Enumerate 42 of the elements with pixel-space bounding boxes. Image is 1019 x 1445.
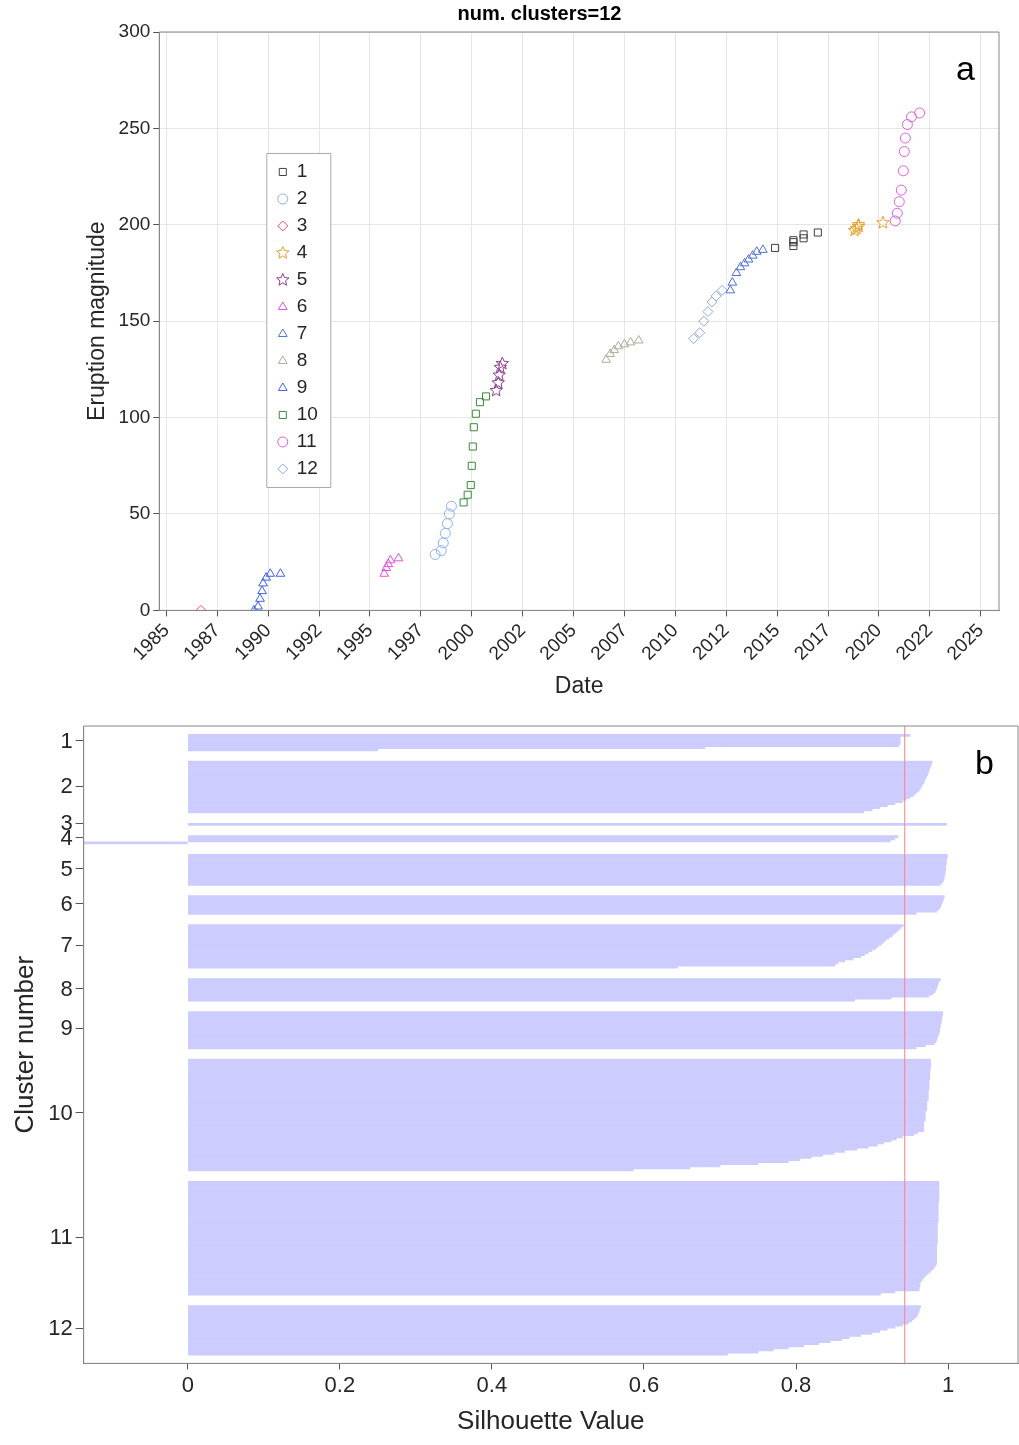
y-tick-label: 9 <box>60 1015 73 1041</box>
x-axis-title: Silhouette Value <box>457 1404 645 1435</box>
x-tick-label: 0.6 <box>628 1371 660 1397</box>
x-tick-label: 0.8 <box>780 1371 812 1397</box>
legend-label: 4 <box>296 241 308 263</box>
y-tick-label: 150 <box>118 309 151 331</box>
x-tick-label: 1 <box>941 1371 955 1397</box>
y-tick-label: 5 <box>60 855 73 881</box>
legend-label: 3 <box>296 214 308 236</box>
legend-label: 7 <box>296 322 308 344</box>
legend-label: 11 <box>296 430 317 452</box>
y-axis-title: Eruption magnitude <box>83 221 110 421</box>
annotation: b <box>975 743 994 782</box>
y-tick-label: 250 <box>118 116 151 138</box>
y-tick-label: 8 <box>60 975 73 1001</box>
x-tick-label: 0.2 <box>324 1371 356 1397</box>
legend-label: 8 <box>296 349 308 371</box>
legend-label: 9 <box>296 376 308 398</box>
chart-title: num. clusters=12 <box>457 1 622 24</box>
y-tick-label: 11 <box>49 1224 73 1250</box>
y-tick-label: 10 <box>48 1100 73 1126</box>
y-tick-label: 200 <box>118 213 151 235</box>
y-tick-label: 1 <box>60 727 73 753</box>
y-tick-label: 0 <box>139 598 151 620</box>
annotation: a <box>956 49 976 88</box>
y-tick-label: 50 <box>129 502 151 524</box>
x-tick-label: 0.4 <box>476 1371 508 1397</box>
legend-label: 1 <box>296 160 308 182</box>
y-axis-title: Cluster number <box>8 955 39 1134</box>
y-tick-label: 6 <box>60 891 73 917</box>
y-tick-label: 100 <box>118 405 151 427</box>
legend-label: 6 <box>296 295 308 317</box>
x-tick-label: 0 <box>181 1371 194 1397</box>
y-tick-label: 2 <box>60 773 73 799</box>
legend-label: 5 <box>296 268 308 290</box>
y-tick-label: 7 <box>60 932 73 958</box>
y-tick-label: 12 <box>48 1315 73 1341</box>
x-axis-title: Date <box>554 671 604 698</box>
y-tick-label: 300 <box>118 20 151 42</box>
legend-label: 2 <box>296 187 308 209</box>
legend-label: 12 <box>296 457 318 479</box>
legend-label: 10 <box>296 403 318 425</box>
